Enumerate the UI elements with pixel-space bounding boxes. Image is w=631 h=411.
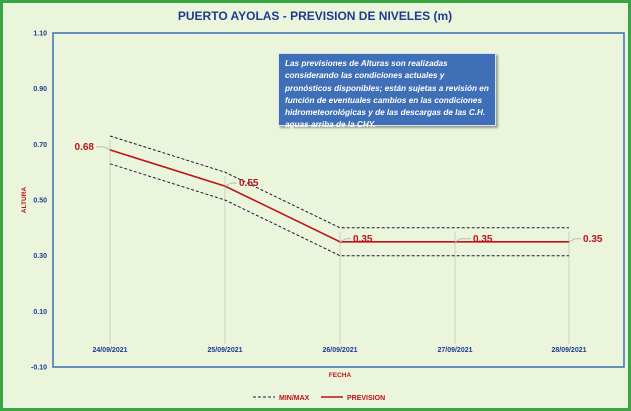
data-label-leader	[339, 238, 351, 243]
y-axis-label: ALTURA	[21, 187, 28, 214]
data-label-leader	[96, 146, 111, 151]
forecast-disclaimer-note: Las previsiones de Alturas son realizada…	[278, 53, 496, 129]
x-tick-label: 27/09/2021	[437, 347, 472, 354]
y-tick-label: 0.70	[33, 142, 47, 149]
series-min-line	[109, 163, 569, 257]
x-tick-label: 25/09/2021	[207, 347, 242, 354]
data-labels: 0.68 0.55 0.35 0.35 0.35	[75, 142, 603, 245]
y-axis-ticks: 1.10 0.90 0.70 0.50 0.30 0.10 -0.10	[31, 31, 47, 372]
y-tick-label: 1.10	[33, 31, 47, 38]
data-label: 0.35	[583, 234, 603, 245]
legend-minmax-label: MIN/MAX	[279, 395, 310, 402]
chart-title: PUERTO AYOLAS - PREVISION DE NIVELES (m)	[178, 9, 452, 23]
data-label-leader	[454, 238, 471, 243]
data-label: 0.35	[473, 234, 493, 245]
x-tick-label: 24/09/2021	[92, 347, 127, 354]
data-label-leader	[568, 238, 581, 243]
data-label: 0.68	[75, 142, 95, 153]
y-tick-label: 0.10	[33, 309, 47, 316]
grid-lines	[109, 139, 570, 344]
x-tick-label: 28/09/2021	[551, 347, 586, 354]
y-tick-label: 0.90	[33, 86, 47, 93]
x-axis-label: FECHA	[329, 372, 352, 379]
y-tick-label: 0.50	[33, 198, 47, 205]
x-tick-label: 26/09/2021	[322, 347, 357, 354]
legend: MIN/MAX PREVISION	[253, 395, 385, 402]
legend-prevision-label: PREVISION	[347, 395, 385, 402]
y-tick-label: -0.10	[31, 365, 47, 372]
series-max-line	[109, 135, 569, 229]
data-label: 0.35	[353, 234, 373, 245]
x-axis-ticks: 24/09/2021 25/09/2021 26/09/2021 27/09/2021…	[92, 347, 586, 354]
y-tick-label: 0.30	[33, 253, 47, 260]
data-label-leader	[224, 182, 237, 187]
data-label: 0.55	[239, 178, 259, 189]
